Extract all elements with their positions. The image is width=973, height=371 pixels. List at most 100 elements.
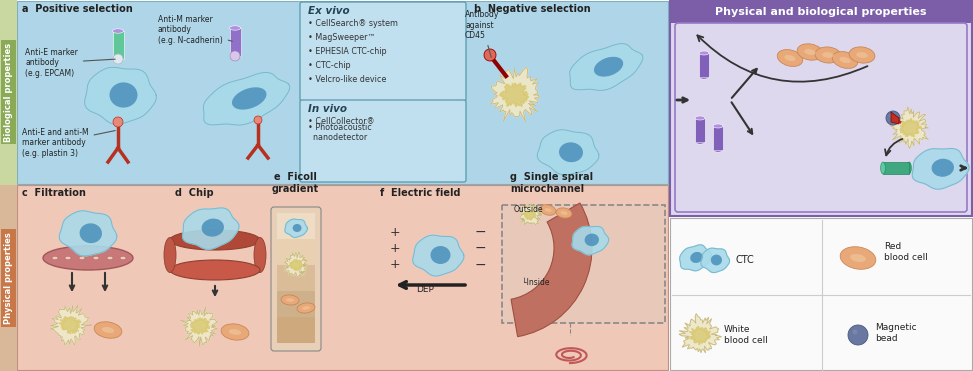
Text: Ex vivo: Ex vivo: [308, 6, 349, 16]
Text: f  Electric field: f Electric field: [380, 188, 460, 198]
Ellipse shape: [164, 237, 176, 273]
Text: Physical properties: Physical properties: [4, 232, 13, 324]
Ellipse shape: [784, 55, 796, 61]
Polygon shape: [203, 72, 290, 125]
Ellipse shape: [107, 256, 113, 260]
Polygon shape: [191, 318, 209, 334]
Polygon shape: [183, 208, 239, 249]
Polygon shape: [891, 112, 899, 124]
Circle shape: [889, 114, 892, 118]
Bar: [17, 1, 668, 184]
Polygon shape: [679, 314, 722, 353]
Ellipse shape: [293, 224, 302, 232]
Ellipse shape: [840, 57, 850, 63]
Ellipse shape: [221, 324, 249, 340]
Ellipse shape: [832, 52, 858, 68]
Ellipse shape: [545, 208, 552, 212]
Bar: [699, 53, 709, 77]
Ellipse shape: [931, 159, 954, 177]
Ellipse shape: [94, 322, 122, 338]
Ellipse shape: [557, 208, 572, 218]
Circle shape: [852, 329, 857, 335]
Text: White
blood cell: White blood cell: [724, 325, 768, 345]
Ellipse shape: [856, 52, 868, 58]
Text: • EPHESIA CTC-chip: • EPHESIA CTC-chip: [308, 47, 386, 56]
Text: c  Filtration: c Filtration: [22, 188, 86, 198]
Text: Outside: Outside: [514, 205, 544, 214]
Polygon shape: [85, 68, 157, 124]
Text: • CTC-chip: • CTC-chip: [308, 61, 350, 70]
Text: g  Single spiral
microchannel: g Single spiral microchannel: [510, 173, 594, 194]
Polygon shape: [572, 226, 609, 255]
Bar: [277, 265, 315, 291]
Ellipse shape: [79, 256, 85, 260]
Polygon shape: [570, 44, 643, 91]
Ellipse shape: [80, 223, 102, 243]
FancyBboxPatch shape: [300, 100, 466, 182]
Text: a  Positive selection: a Positive selection: [22, 4, 132, 14]
Bar: [113, 31, 124, 59]
Bar: [17, 185, 668, 370]
Text: In vivo: In vivo: [308, 104, 347, 114]
Bar: [0, 0, 17, 185]
Text: • CellSearch® system: • CellSearch® system: [308, 19, 398, 28]
Text: Magnetic
bead: Magnetic bead: [875, 323, 917, 343]
Polygon shape: [285, 252, 307, 277]
Text: CTC: CTC: [736, 255, 755, 265]
Ellipse shape: [594, 57, 623, 77]
Ellipse shape: [170, 260, 260, 280]
Circle shape: [254, 116, 262, 124]
Circle shape: [484, 49, 496, 61]
Bar: [670, 218, 972, 370]
Ellipse shape: [540, 205, 556, 215]
Bar: [277, 317, 315, 343]
Ellipse shape: [777, 50, 803, 66]
Polygon shape: [59, 211, 117, 256]
Polygon shape: [701, 248, 730, 273]
Ellipse shape: [43, 246, 133, 270]
FancyBboxPatch shape: [502, 205, 665, 323]
Bar: [230, 28, 240, 56]
Ellipse shape: [699, 51, 709, 55]
Ellipse shape: [815, 47, 841, 63]
FancyBboxPatch shape: [300, 2, 466, 101]
Polygon shape: [285, 219, 307, 237]
Text: • CellCollector®: • CellCollector®: [308, 117, 375, 126]
Ellipse shape: [52, 256, 58, 260]
Ellipse shape: [120, 256, 126, 260]
Text: Red
blood cell: Red blood cell: [884, 242, 928, 262]
Polygon shape: [537, 130, 599, 175]
Text: d  Chip: d Chip: [175, 188, 214, 198]
Bar: [277, 239, 315, 265]
Polygon shape: [890, 107, 928, 148]
Ellipse shape: [797, 44, 823, 60]
Ellipse shape: [699, 75, 709, 79]
Ellipse shape: [65, 256, 71, 260]
Polygon shape: [499, 83, 528, 107]
Text: Anti-M marker
antibody
(e.g. N-cadherin): Anti-M marker antibody (e.g. N-cadherin): [158, 15, 233, 45]
Ellipse shape: [695, 116, 705, 120]
Polygon shape: [913, 148, 969, 189]
Ellipse shape: [230, 54, 240, 58]
Bar: [277, 291, 315, 317]
Polygon shape: [524, 210, 536, 220]
Bar: [695, 118, 705, 142]
Bar: [883, 162, 909, 174]
Bar: [0, 185, 17, 371]
Ellipse shape: [559, 142, 583, 162]
Ellipse shape: [711, 255, 722, 265]
Ellipse shape: [232, 87, 267, 109]
Ellipse shape: [297, 303, 315, 313]
Text: └Inside: └Inside: [522, 278, 550, 287]
Circle shape: [113, 117, 123, 127]
Ellipse shape: [690, 252, 703, 263]
Circle shape: [230, 51, 240, 61]
Ellipse shape: [170, 230, 260, 250]
Text: • Velcro-like device: • Velcro-like device: [308, 75, 386, 84]
Ellipse shape: [201, 219, 224, 237]
Polygon shape: [289, 259, 303, 270]
Polygon shape: [181, 307, 218, 346]
Polygon shape: [690, 326, 710, 344]
Ellipse shape: [113, 57, 124, 61]
Ellipse shape: [286, 298, 294, 302]
